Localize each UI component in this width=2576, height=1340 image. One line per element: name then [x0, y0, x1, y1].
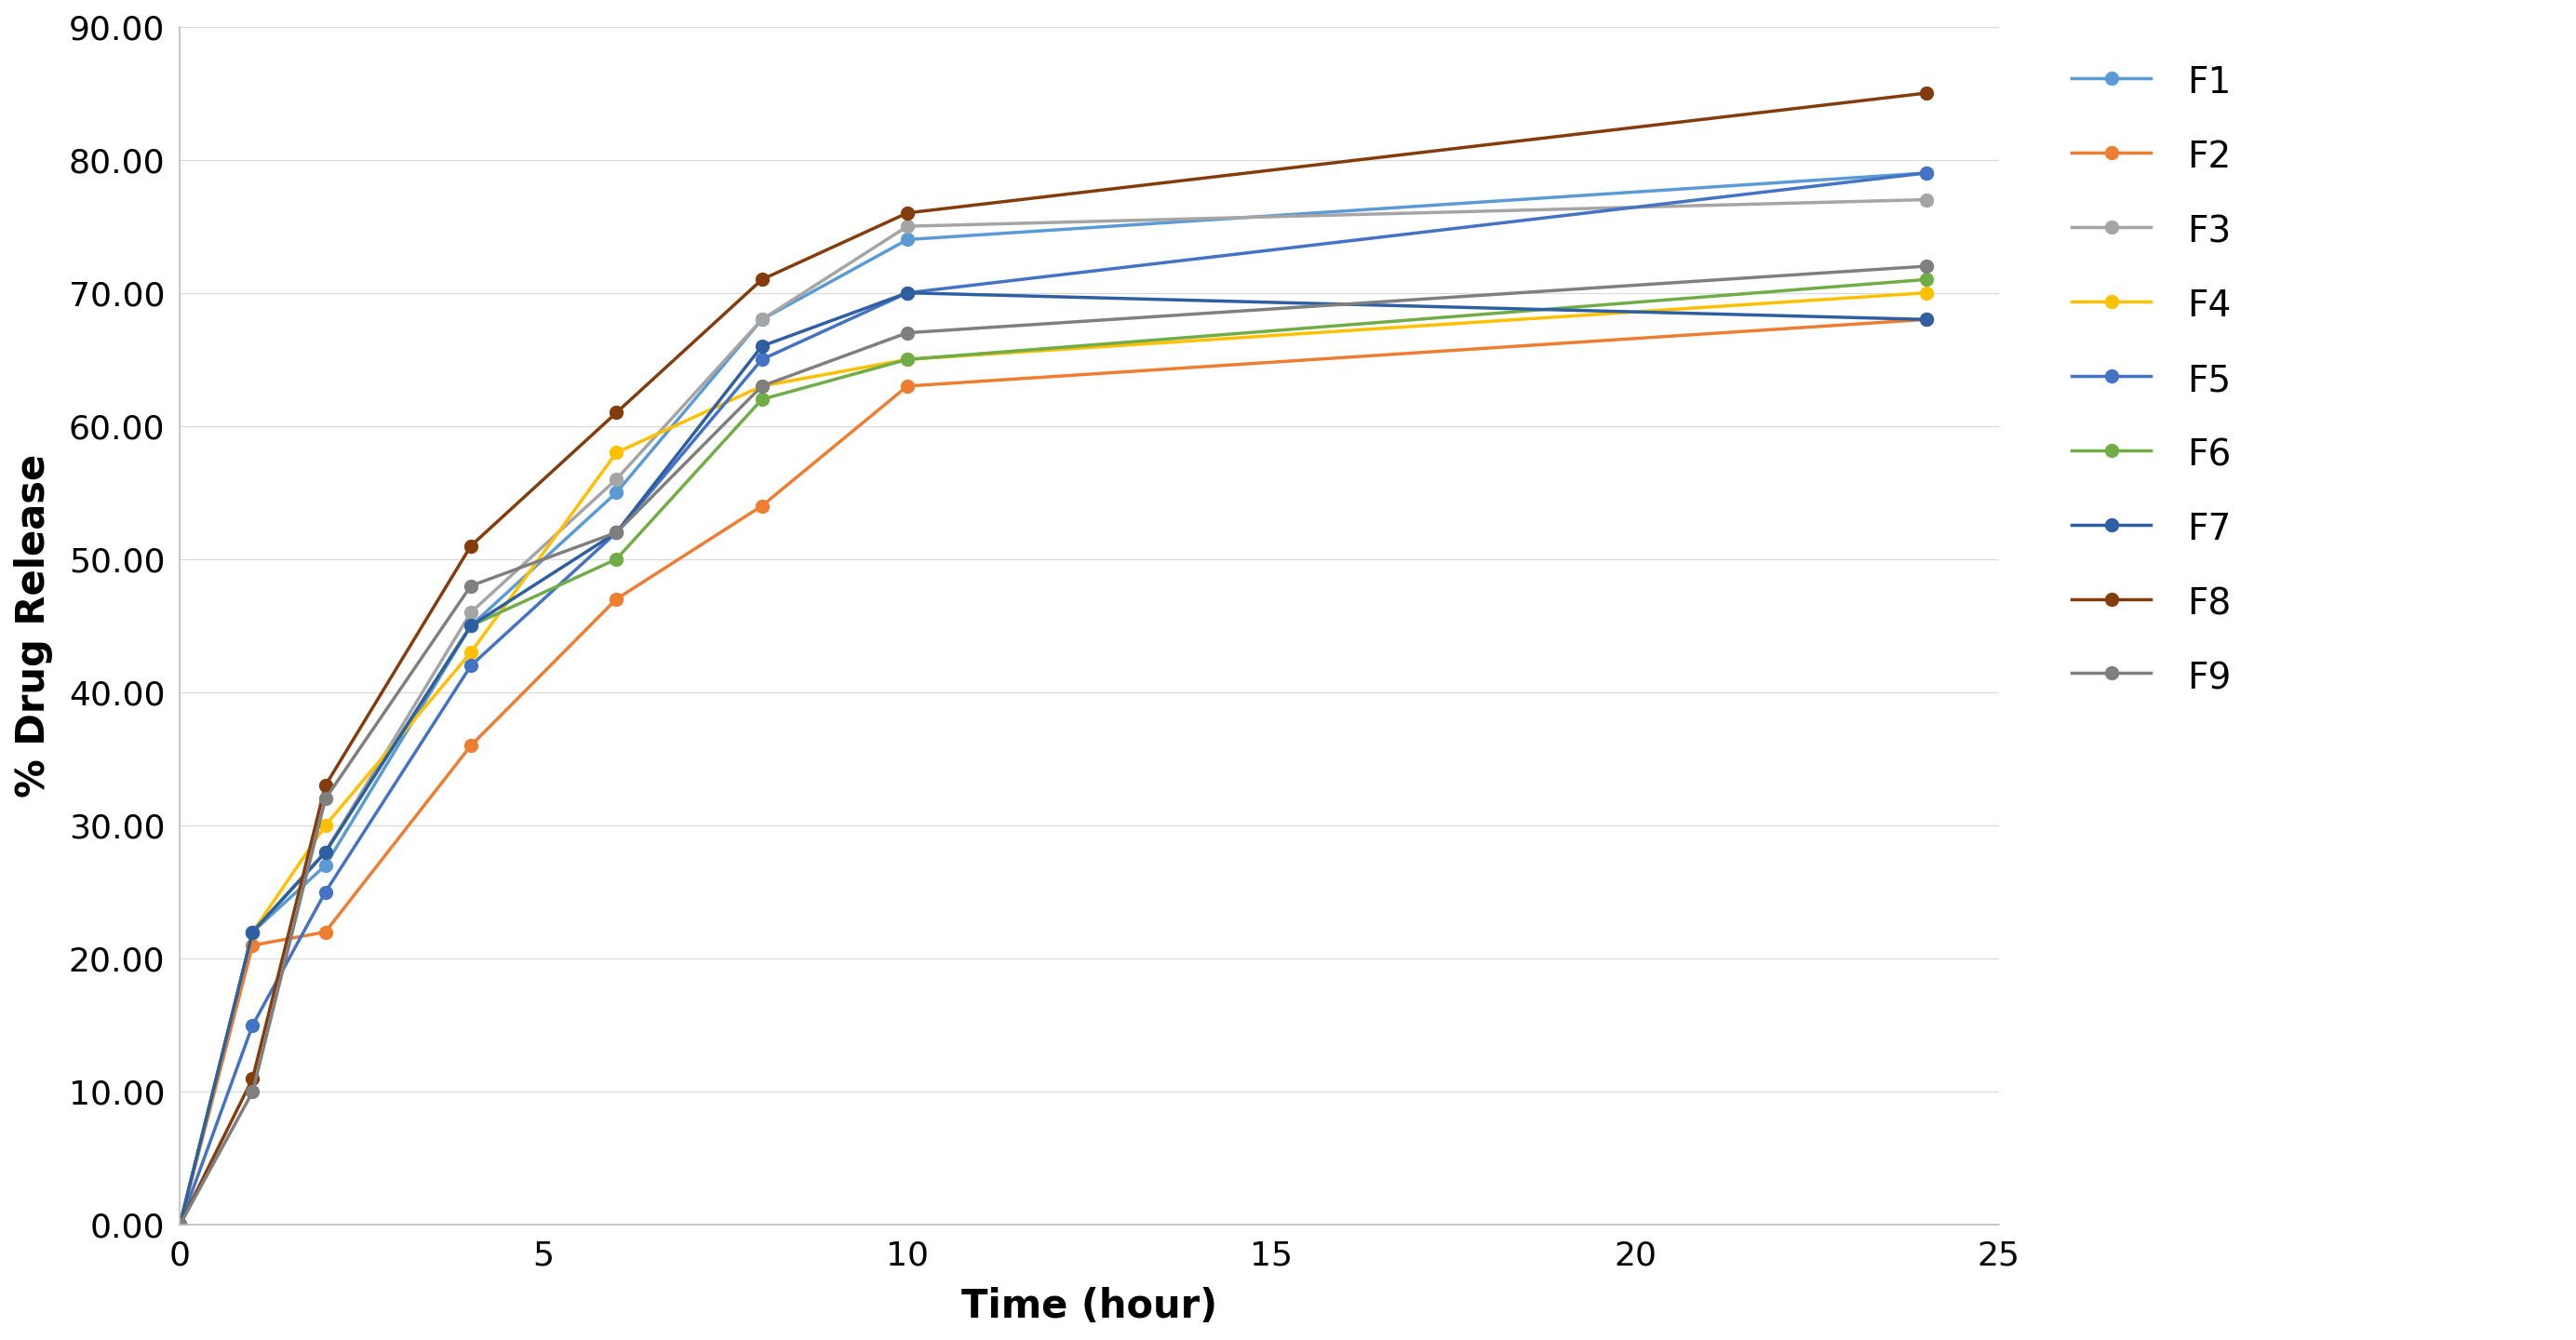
Line: F6: F6 [173, 273, 1932, 1231]
F5 [600, 524, 631, 540]
F9 [165, 1217, 196, 1233]
F6 [456, 618, 487, 634]
Line: F8: F8 [173, 87, 1932, 1231]
F8 [1911, 84, 1942, 100]
F1 [456, 618, 487, 634]
F5 [1911, 165, 1942, 181]
F2 [600, 591, 631, 607]
F4 [747, 378, 778, 394]
X-axis label: Time (hour): Time (hour) [961, 1286, 1218, 1327]
F9 [891, 324, 922, 340]
F4 [1911, 285, 1942, 302]
F1 [747, 311, 778, 327]
F8 [891, 205, 922, 221]
F3 [747, 311, 778, 327]
F9 [456, 578, 487, 594]
F7 [891, 285, 922, 302]
F4 [891, 351, 922, 367]
F8 [165, 1217, 196, 1233]
Legend: F1, F2, F3, F4, F5, F6, F7, F8, F9: F1, F2, F3, F4, F5, F6, F7, F8, F9 [2053, 44, 2249, 714]
F1 [891, 232, 922, 248]
F1 [237, 925, 268, 941]
F8 [747, 272, 778, 288]
F6 [747, 391, 778, 407]
F7 [600, 524, 631, 540]
F1 [1911, 165, 1942, 181]
F6 [891, 351, 922, 367]
F6 [165, 1217, 196, 1233]
F3 [237, 925, 268, 941]
F9 [747, 378, 778, 394]
F7 [1911, 311, 1942, 327]
F7 [237, 925, 268, 941]
F8 [456, 537, 487, 553]
F4 [309, 817, 340, 833]
F1 [309, 858, 340, 874]
F6 [237, 925, 268, 941]
F3 [891, 218, 922, 234]
F2 [456, 737, 487, 753]
F4 [600, 445, 631, 461]
Line: F2: F2 [173, 314, 1932, 1231]
Line: F7: F7 [173, 287, 1932, 1231]
F2 [309, 925, 340, 941]
F8 [600, 405, 631, 421]
F6 [1911, 272, 1942, 288]
F2 [747, 498, 778, 515]
F7 [309, 844, 340, 860]
Y-axis label: % Drug Release: % Drug Release [13, 454, 54, 797]
F5 [747, 351, 778, 367]
F4 [456, 645, 487, 661]
F5 [891, 285, 922, 302]
F3 [309, 844, 340, 860]
F4 [165, 1217, 196, 1233]
F9 [600, 524, 631, 540]
F9 [1911, 259, 1942, 275]
F6 [309, 844, 340, 860]
F3 [165, 1217, 196, 1233]
F1 [600, 485, 631, 501]
F4 [237, 925, 268, 941]
F5 [309, 884, 340, 900]
F9 [309, 791, 340, 807]
F3 [600, 472, 631, 488]
F3 [456, 604, 487, 620]
F1 [165, 1217, 196, 1233]
F9 [237, 1084, 268, 1100]
F2 [237, 937, 268, 953]
F5 [237, 1017, 268, 1033]
F3 [1911, 192, 1942, 208]
F7 [456, 618, 487, 634]
F7 [747, 338, 778, 354]
F8 [237, 1071, 268, 1087]
Line: F9: F9 [173, 260, 1932, 1231]
Line: F1: F1 [173, 166, 1932, 1231]
F7 [165, 1217, 196, 1233]
Line: F5: F5 [173, 166, 1932, 1231]
F6 [600, 551, 631, 567]
F5 [456, 658, 487, 674]
F2 [891, 378, 922, 394]
F5 [165, 1217, 196, 1233]
Line: F3: F3 [173, 193, 1932, 1231]
Line: F4: F4 [173, 287, 1932, 1231]
F8 [309, 777, 340, 793]
F2 [165, 1217, 196, 1233]
F2 [1911, 311, 1942, 327]
